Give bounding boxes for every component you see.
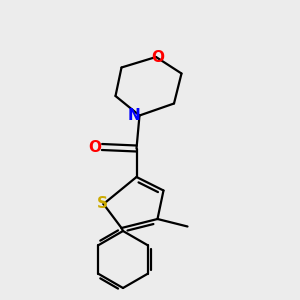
Text: N: N	[128, 108, 140, 123]
Text: S: S	[97, 196, 107, 211]
Text: O: O	[151, 50, 164, 64]
Text: O: O	[88, 140, 101, 154]
